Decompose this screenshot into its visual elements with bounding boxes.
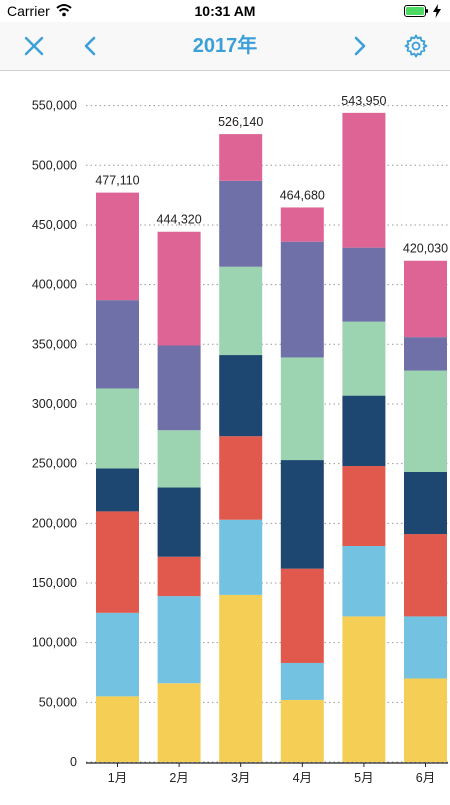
bar-segment — [96, 612, 139, 697]
x-tick-label: 4月 — [293, 771, 312, 785]
bar-segment — [280, 207, 324, 242]
bar-segment — [342, 395, 386, 467]
bar-segment — [342, 545, 386, 617]
bar-segment — [404, 337, 447, 371]
bar-segment — [157, 556, 201, 597]
bar-segment — [157, 596, 201, 684]
settings-button[interactable] — [392, 22, 440, 70]
bar-segment — [157, 683, 201, 762]
x-tick-label: 1月 — [108, 771, 127, 785]
bar-segment — [280, 699, 324, 762]
bar-segment — [404, 616, 447, 679]
y-tick-label: 450,000 — [32, 218, 77, 232]
bar-segment — [342, 247, 386, 322]
carrier-label: Carrier — [7, 3, 50, 19]
x-tick-label: 3月 — [231, 771, 250, 785]
bar-segment — [157, 487, 201, 557]
bar-segment — [404, 370, 447, 473]
bar-segment — [404, 534, 447, 617]
y-tick-label: 350,000 — [32, 337, 77, 351]
battery-icon — [404, 5, 428, 17]
close-icon — [24, 36, 44, 56]
close-button[interactable] — [10, 22, 58, 70]
navigation-bar: 2017年 — [0, 22, 450, 71]
chevron-left-icon — [84, 36, 96, 56]
y-tick-label: 100,000 — [32, 636, 77, 650]
bar-segment — [96, 192, 139, 301]
chevron-right-icon — [354, 36, 366, 56]
bar-segment — [96, 696, 139, 762]
y-tick-label: 500,000 — [32, 158, 77, 172]
bar-segment — [219, 594, 263, 762]
bar-segment — [219, 436, 263, 520]
y-tick-label: 200,000 — [32, 516, 77, 530]
bar-total-label: 477,110 — [95, 174, 139, 188]
bar-total-label: 420,030 — [403, 242, 448, 256]
bar-total-label: 543,950 — [341, 94, 386, 108]
y-tick-label: 550,000 — [32, 99, 77, 113]
charging-icon — [433, 4, 441, 18]
bar-segment — [219, 266, 263, 356]
bar-total-label: 526,140 — [218, 115, 263, 129]
wifi-icon — [56, 4, 72, 17]
bar-segment — [96, 468, 139, 512]
bar-segment — [157, 430, 201, 488]
status-bar: Carrier 10:31 AM — [0, 0, 450, 22]
y-tick-label: 150,000 — [32, 576, 77, 590]
bar-segment — [404, 472, 447, 535]
chart-area: 0 50,000 100,000 150,000 200,000 250,000 300,0… — [0, 71, 450, 800]
bar-segment — [219, 355, 263, 437]
bar-segment — [219, 519, 263, 595]
bar-segment — [280, 662, 324, 700]
bar-segment — [157, 231, 201, 346]
previous-year-button[interactable] — [66, 22, 114, 70]
page-title: 2017年 — [192, 35, 258, 57]
y-tick-label: 300,000 — [32, 397, 77, 411]
stacked-bar-chart: 0 50,000 100,000 150,000 200,000 250,000 300,0… — [32, 94, 448, 785]
bar-segment — [280, 460, 324, 569]
x-tick-label: 2月 — [169, 771, 188, 785]
bar-segment — [342, 321, 386, 396]
bar-segment — [342, 616, 386, 762]
x-tick-label: 5月 — [354, 771, 373, 785]
y-tick-label: 50,000 — [39, 695, 77, 709]
bar-total-label: 464,680 — [280, 188, 325, 202]
bar-total-label: 444,320 — [157, 213, 202, 227]
bar-segment — [96, 300, 139, 389]
y-tick-label: 0 — [70, 755, 77, 769]
status-time: 10:31 AM — [194, 3, 256, 19]
next-year-button[interactable] — [336, 22, 384, 70]
bar-segment — [280, 241, 324, 358]
bar-segment — [342, 112, 386, 248]
bar-segment — [96, 511, 139, 613]
y-tick-label: 400,000 — [32, 278, 77, 292]
bar-segment — [404, 678, 447, 762]
bar-segment — [219, 134, 263, 181]
x-tick-label: 6月 — [416, 771, 435, 785]
bar-segment — [280, 568, 324, 663]
gear-icon — [404, 34, 428, 58]
bar-segment — [219, 180, 263, 267]
bar-segment — [157, 345, 201, 431]
bar-segment — [280, 357, 324, 461]
bar-segment — [96, 388, 139, 469]
bar-segment — [404, 260, 447, 338]
bar-segment — [342, 466, 386, 546]
y-tick-label: 250,000 — [32, 457, 77, 471]
